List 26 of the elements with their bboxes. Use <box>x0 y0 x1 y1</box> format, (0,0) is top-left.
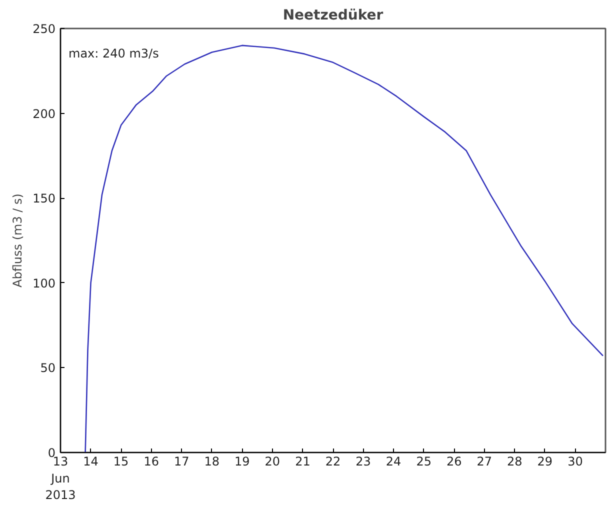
y-tick-label: 50 <box>40 361 56 376</box>
x-tick-label: 14 <box>83 454 98 468</box>
chart-title: Neetzedüker <box>282 8 384 24</box>
y-tick-label: 150 <box>32 192 56 206</box>
x-tick-label: 28 <box>507 454 522 468</box>
x-tick-label: 21 <box>295 454 310 468</box>
x-tick-label: 20 <box>264 454 280 468</box>
x-tick-label: 25 <box>416 454 432 468</box>
y-tick-label: 0 <box>48 446 56 460</box>
x-tick-label: 19 <box>234 454 250 468</box>
x-tick-label: 22 <box>325 454 341 468</box>
x-tick-label: 18 <box>204 454 220 468</box>
x-tick-label: 24 <box>386 454 402 468</box>
annotation: max: 240 m3/s <box>68 46 159 60</box>
y-tick-label: 250 <box>32 22 56 36</box>
x-tick-label: 15 <box>113 454 129 468</box>
y-tick-label: 200 <box>32 106 56 121</box>
x-tick-label: 30 <box>568 454 583 468</box>
x-tick-label: 29 <box>537 454 553 468</box>
x-tick-label: 27 <box>476 454 492 468</box>
y-axis-title: Abfluss (m3 / s) <box>10 194 25 288</box>
x-tick-label: 23 <box>356 454 371 468</box>
x-tick-label: 16 <box>144 454 159 468</box>
x-tick-label: 17 <box>174 454 190 468</box>
y-tick-label: 100 <box>32 276 56 290</box>
x-tick-label: 26 <box>446 454 462 468</box>
